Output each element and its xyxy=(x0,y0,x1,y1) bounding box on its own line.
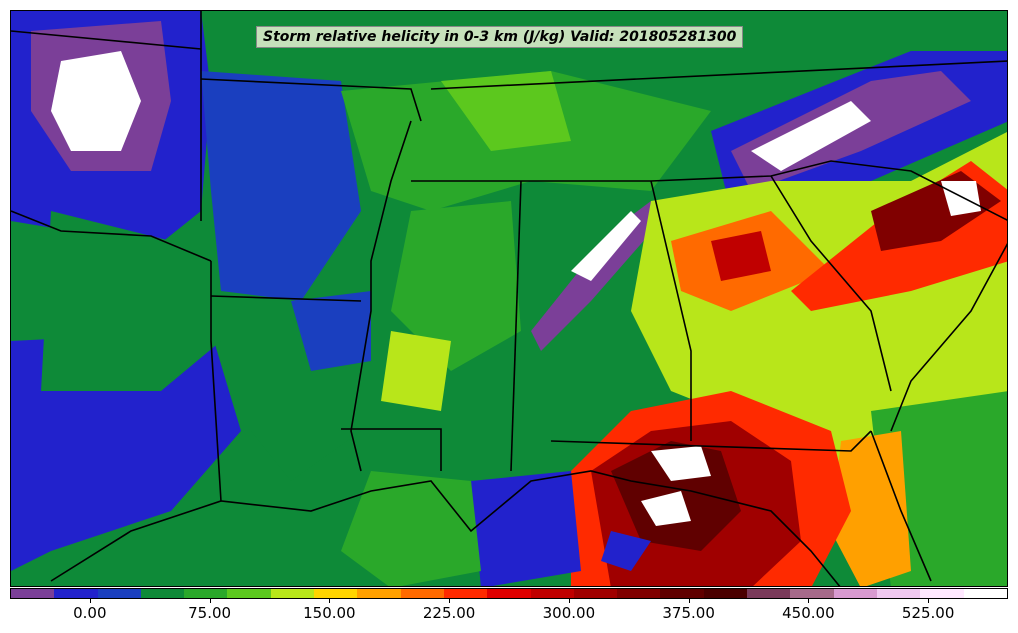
carolina-white-spot xyxy=(941,181,981,216)
border-ks-ok xyxy=(11,30,202,50)
colorbar-segment xyxy=(140,589,185,598)
border-mo-ok xyxy=(200,78,422,122)
colorbar-segment xyxy=(530,589,574,598)
florida-orange xyxy=(831,431,911,586)
colorbar-ticks: 0.00 75.00 150.00 225.00 300.00 375.00 450.00 5… xyxy=(10,599,1008,629)
state-borders xyxy=(11,11,1007,502)
colorbar-segment xyxy=(314,589,358,598)
border-nc-sc xyxy=(650,160,1007,221)
colorbar-tick-mark xyxy=(329,599,331,603)
mississippi-green xyxy=(391,201,521,371)
colorbar-segment xyxy=(876,589,921,598)
gulf-coastline xyxy=(50,470,841,586)
border-mississippi-river xyxy=(350,120,412,472)
colorbar-tick-label: 525.00 xyxy=(901,604,955,622)
colorbar-segment xyxy=(703,589,748,598)
border-ga-sc xyxy=(770,175,892,392)
colorbar-segment xyxy=(920,589,964,598)
colorbar-segment xyxy=(357,589,401,598)
northwest-white-core xyxy=(51,51,141,151)
northeast-white-core xyxy=(751,101,871,171)
gulf-white-spot-2 xyxy=(641,491,691,526)
florida-east-coastline xyxy=(870,430,932,582)
colorbar-tick-mark xyxy=(928,599,930,603)
colorbar-segment xyxy=(617,589,661,598)
border-la-ms xyxy=(341,428,442,471)
colorbar-segment xyxy=(487,589,531,598)
texas-green-region xyxy=(41,211,221,391)
georgia-red-core xyxy=(711,231,771,281)
alabama-purple-streak xyxy=(531,201,661,351)
alabama-white-streak xyxy=(571,211,641,281)
colorbar-tick-label: 225.00 xyxy=(422,604,476,622)
border-ar-la xyxy=(210,295,362,302)
gulf-blue-eye xyxy=(601,531,651,571)
colorbar-tick-label: 300.00 xyxy=(542,604,596,622)
colorbar-tick-mark xyxy=(89,599,91,603)
colorbar-segment xyxy=(790,589,834,598)
colorbar-segment xyxy=(184,589,228,598)
helicity-map xyxy=(11,11,1007,586)
colorbar-tick-mark xyxy=(449,599,451,603)
colorbar-segment xyxy=(97,589,141,598)
gulf-white-spot-1 xyxy=(651,446,711,481)
colorbar-segment xyxy=(270,589,315,598)
colorbar-segment xyxy=(227,589,271,598)
colorbar-tick-mark xyxy=(209,599,211,603)
colorbar-segment xyxy=(54,589,98,598)
oklahoma-blue-region xyxy=(201,71,361,301)
map-panel: Storm relative helicity in 0-3 km (J/kg)… xyxy=(10,10,1008,587)
map-title: Storm relative helicity in 0-3 km (J/kg)… xyxy=(256,26,744,48)
colorbar-segment xyxy=(573,589,618,598)
colorbar-segment xyxy=(660,589,704,598)
arkansas-blue xyxy=(291,291,371,371)
colorbar-segment xyxy=(443,589,488,598)
colorbar-tick-label: 150.00 xyxy=(303,604,356,622)
colorbar-tick-label: 375.00 xyxy=(662,604,715,622)
colorbar-segment xyxy=(963,589,1007,598)
colorbar-tick-label: 75.00 xyxy=(188,604,232,622)
colorbar xyxy=(10,588,1008,599)
kentucky-lime xyxy=(441,71,571,151)
mississippi-yellow xyxy=(381,331,451,411)
colorbar-tick-label: 450.00 xyxy=(782,604,835,622)
colorbar-tick-mark xyxy=(808,599,810,603)
border-fl-north xyxy=(550,430,872,452)
border-tx-la xyxy=(210,340,222,502)
border-al-ga xyxy=(650,180,692,441)
atlantic-coastline xyxy=(890,243,1007,432)
colorbar-segment xyxy=(400,589,444,598)
border-ky-north xyxy=(430,60,1007,90)
colorbar-tick-mark xyxy=(568,599,570,603)
colorbar-segment xyxy=(11,589,55,598)
colorbar-tick-label: 0.00 xyxy=(73,604,107,622)
border-red-river xyxy=(11,210,212,262)
colorbar-segment xyxy=(833,589,877,598)
border-ms-al xyxy=(510,180,522,472)
colorbar-tick-mark xyxy=(688,599,690,603)
colorbar-segment xyxy=(747,589,791,598)
gulf-west-blue xyxy=(471,471,581,586)
